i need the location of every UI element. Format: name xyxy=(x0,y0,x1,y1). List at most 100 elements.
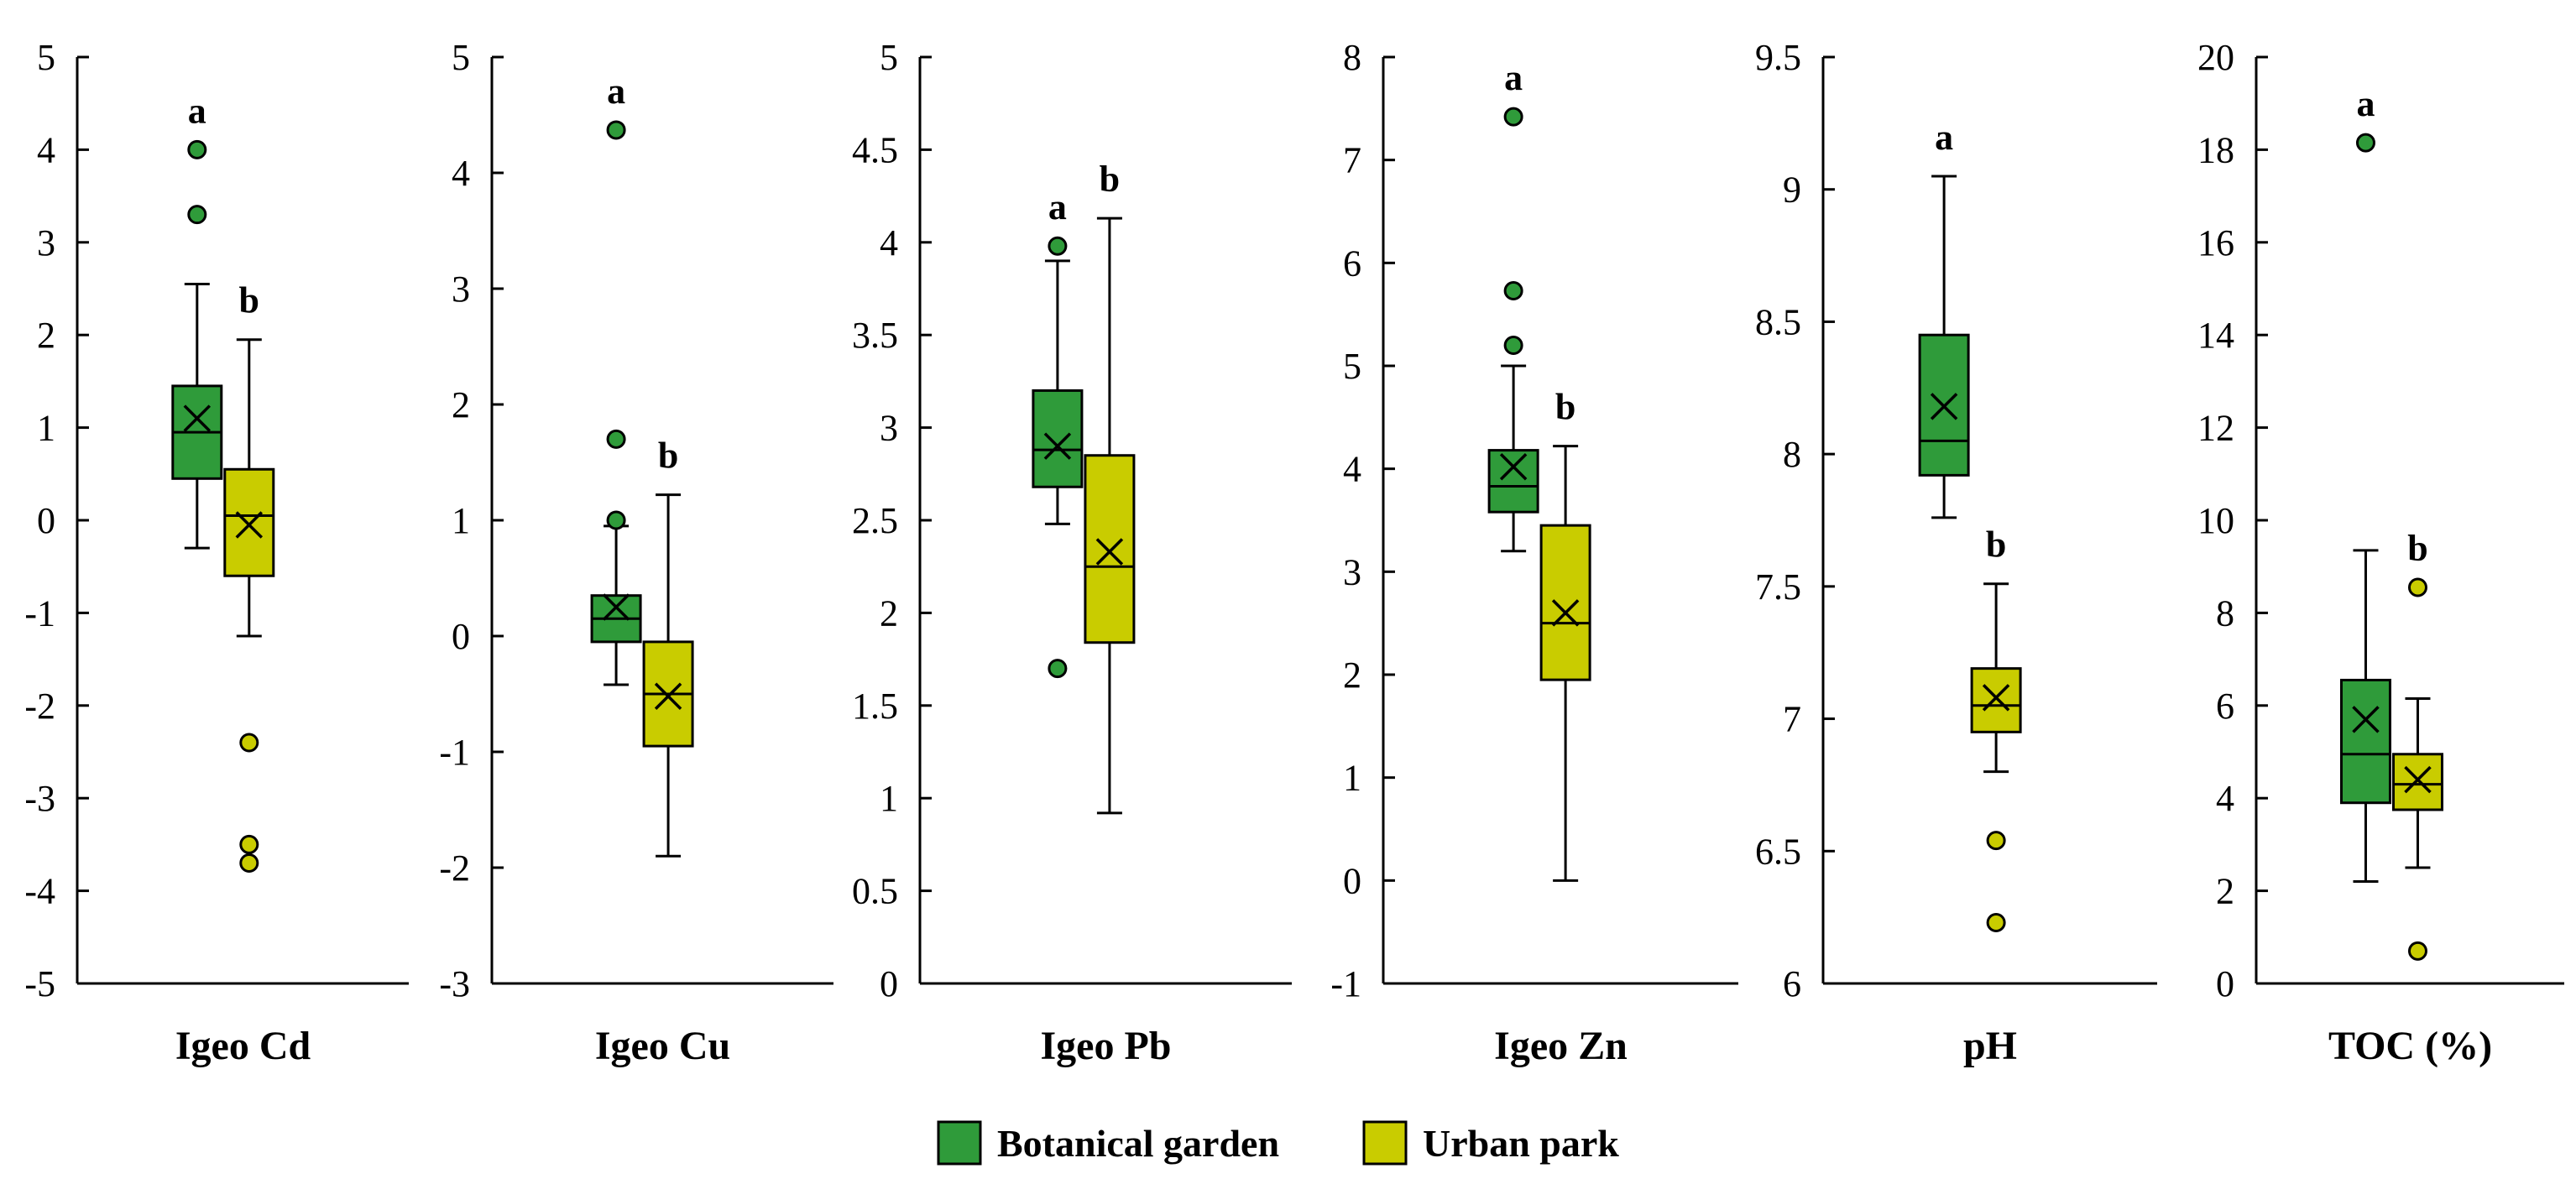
y-tick-label: -3 xyxy=(24,778,55,819)
y-tick-label: 3.5 xyxy=(852,315,898,356)
legend-swatch xyxy=(937,1120,982,1166)
y-tick-label: 0 xyxy=(452,616,470,657)
y-tick-label: 7.5 xyxy=(1755,566,1801,608)
y-tick-label: 5 xyxy=(37,37,55,78)
outlier-point xyxy=(1048,659,1068,679)
significance-letter: b xyxy=(1100,159,1120,200)
significance-letter: a xyxy=(1935,117,1953,158)
y-tick-label: 0 xyxy=(2216,963,2234,1004)
y-tick-label: 5 xyxy=(880,37,898,78)
y-tick-label: 4 xyxy=(37,129,55,170)
panel-igeo-cd: -5 -4 -3 -2 -1 0 1 2 3 4 5 Igeo Cd a b xyxy=(24,37,409,1068)
iqr-box xyxy=(2391,753,2443,811)
y-tick-label: 4 xyxy=(880,222,898,263)
y-tick-label: 3 xyxy=(37,222,55,263)
outlier-point xyxy=(239,853,259,873)
y-tick-label: -2 xyxy=(24,686,55,727)
significance-letter: b xyxy=(1986,524,2006,566)
outlier-point xyxy=(606,510,626,530)
iqr-box xyxy=(1487,449,1539,514)
panel-igeo-zn: -1 0 1 2 3 4 5 6 7 8 Igeo Zn a b xyxy=(1330,37,1738,1068)
iqr-box xyxy=(1539,524,1591,681)
significance-letter: b xyxy=(2407,528,2427,569)
panel-label: Igeo Cu xyxy=(595,1024,730,1068)
y-tick-label: 16 xyxy=(2197,222,2234,263)
y-tick-label: 6.5 xyxy=(1755,831,1801,872)
y-tick-label: 6 xyxy=(1783,963,1801,1004)
panel-ph: 6 6.5 7 7.5 8 8.5 9 9.5 pH a b xyxy=(1755,37,2157,1068)
y-tick-label: 4.5 xyxy=(852,129,898,170)
y-tick-label: 12 xyxy=(2197,408,2234,449)
legend-swatch xyxy=(1362,1120,1408,1166)
legend-item-botanical-garden: Botanical garden xyxy=(937,1120,1279,1166)
mean-marker xyxy=(1043,432,1072,460)
iqr-box xyxy=(1084,454,1136,644)
y-tick-label: 20 xyxy=(2197,37,2234,78)
y-tick-label: 18 xyxy=(2197,129,2234,170)
y-tick-label: 1.5 xyxy=(852,686,898,727)
y-tick-label: 5 xyxy=(452,37,470,78)
mean-marker xyxy=(2352,706,2380,733)
mean-marker xyxy=(2404,765,2432,794)
outlier-point xyxy=(1986,831,2006,851)
significance-letter: a xyxy=(188,90,206,131)
box-botanical-garden: a xyxy=(1918,117,1970,519)
box-botanical-garden: a xyxy=(1032,186,1084,679)
y-tick-label: 3 xyxy=(880,408,898,449)
significance-letter: b xyxy=(1555,387,1575,428)
mean-marker xyxy=(602,593,630,621)
outlier-point xyxy=(1048,236,1068,256)
y-tick-label: 2 xyxy=(2216,871,2234,912)
outlier-point xyxy=(2407,941,2427,961)
y-tick-label: 2 xyxy=(37,315,55,356)
mean-marker xyxy=(1551,599,1580,627)
y-tick-label: 8 xyxy=(1343,37,1361,78)
y-tick-label: 6 xyxy=(1343,243,1361,284)
y-tick-label: 0 xyxy=(880,963,898,1004)
panel-igeo-cu: -3 -2 -1 0 1 2 3 4 5 Igeo Cu a b xyxy=(439,37,833,1068)
significance-letter: b xyxy=(239,280,259,321)
y-tick-label: -1 xyxy=(439,732,470,773)
y-tick-label: -1 xyxy=(1330,963,1361,1004)
outlier-point xyxy=(1503,335,1523,355)
outlier-point xyxy=(606,429,626,449)
panel-label: Igeo Zn xyxy=(1494,1024,1628,1068)
mean-marker xyxy=(1982,684,2010,712)
iqr-box xyxy=(1970,667,2022,733)
y-tick-label: 9 xyxy=(1783,170,1801,211)
box-botanical-garden: a xyxy=(171,90,223,550)
significance-letter: a xyxy=(1504,57,1523,98)
y-tick-label: 1 xyxy=(1343,758,1361,799)
y-tick-label: -5 xyxy=(24,963,55,1004)
mean-marker xyxy=(1930,393,1958,420)
y-tick-label: 14 xyxy=(2197,315,2234,356)
legend-label: Urban park xyxy=(1423,1122,1619,1165)
mean-marker xyxy=(1095,538,1124,566)
box-urban-park: b xyxy=(1539,387,1591,882)
y-tick-label: 2 xyxy=(1343,655,1361,696)
y-tick-label: 7 xyxy=(1783,699,1801,740)
mean-marker xyxy=(654,682,682,710)
y-tick-label: 3 xyxy=(452,269,470,310)
box-urban-park: b xyxy=(2391,528,2443,961)
y-tick-label: 4 xyxy=(452,153,470,194)
panel-label: Igeo Cd xyxy=(175,1024,311,1068)
mean-marker xyxy=(183,404,212,432)
y-tick-label: 0 xyxy=(37,500,55,541)
y-tick-label: 7 xyxy=(1343,140,1361,181)
mean-marker xyxy=(235,511,264,539)
y-tick-label: 1 xyxy=(37,408,55,449)
significance-letter: a xyxy=(1048,186,1067,227)
outlier-point xyxy=(2407,577,2427,597)
outlier-point xyxy=(1986,912,2006,932)
panel-label: Igeo Pb xyxy=(1041,1024,1172,1068)
panel-igeo-pb: 0 0.5 1 1.5 2 2.5 3 3.5 4 4.5 5 Igeo Pb ab xyxy=(852,37,1292,1068)
outlier-point xyxy=(239,834,259,854)
y-tick-label: 2 xyxy=(452,384,470,425)
outlier-point xyxy=(1503,280,1523,300)
y-tick-label: 8 xyxy=(2216,592,2234,634)
outlier-point xyxy=(239,733,259,753)
iqr-box xyxy=(223,467,275,577)
y-tick-label: 0 xyxy=(1343,860,1361,901)
